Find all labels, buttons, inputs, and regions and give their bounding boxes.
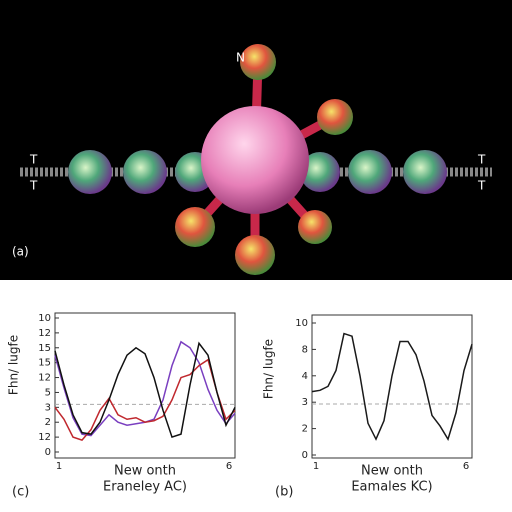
y-tick-label: 12 bbox=[38, 373, 51, 384]
label-t: T bbox=[29, 179, 38, 193]
panel-label: (a) bbox=[12, 245, 29, 259]
series-line bbox=[54, 358, 236, 441]
label-t: T bbox=[29, 153, 38, 167]
x-tick-label: 6 bbox=[463, 461, 469, 472]
y-tick-label: 8 bbox=[302, 344, 308, 355]
plot-frame bbox=[311, 314, 473, 459]
y-tick-label: 10 bbox=[295, 318, 308, 329]
y-tick-label: 5 bbox=[45, 387, 51, 398]
central-sphere bbox=[201, 106, 309, 214]
illustration: N T T T T (a) bbox=[0, 0, 512, 280]
y-axis-label: Fhn/ lugfe bbox=[262, 339, 276, 399]
y-tick-label: 10 bbox=[38, 313, 51, 324]
y-axis-label: Fhn/ lugfe bbox=[7, 335, 21, 395]
y-tick-label: 0 bbox=[302, 450, 308, 461]
panel-label: (b) bbox=[275, 485, 293, 500]
x-axis-label: Eamales KC) bbox=[351, 480, 432, 495]
y-tick-label: 2 bbox=[45, 417, 51, 428]
satellites bbox=[175, 44, 353, 275]
series-line bbox=[54, 341, 236, 439]
series-line bbox=[311, 332, 473, 441]
y-tick-label: 3 bbox=[45, 402, 51, 413]
x-axis-label: New onth bbox=[114, 464, 176, 479]
plot-frame bbox=[54, 312, 236, 459]
y-tick-label: 15 bbox=[38, 358, 51, 369]
label-n: N bbox=[236, 51, 245, 65]
label-t: T bbox=[477, 179, 486, 193]
label-t: T bbox=[477, 153, 486, 167]
y-tick-label: 12 bbox=[38, 432, 51, 443]
x-tick-label: 1 bbox=[56, 461, 62, 472]
y-tick-label: 15 bbox=[38, 343, 51, 354]
panel-label: (c) bbox=[12, 485, 29, 500]
x-tick-label: 1 bbox=[313, 461, 319, 472]
x-axis-label: New onth bbox=[361, 464, 423, 479]
x-axis-label: Eraneley AC) bbox=[103, 480, 187, 495]
y-tick-label: 3 bbox=[302, 397, 308, 408]
x-tick-label: 6 bbox=[226, 461, 232, 472]
y-tick-label: 2 bbox=[302, 424, 308, 435]
y-tick-label: 0 bbox=[45, 447, 51, 458]
y-tick-label: 12 bbox=[38, 328, 51, 339]
y-tick-label: 4 bbox=[302, 371, 308, 382]
